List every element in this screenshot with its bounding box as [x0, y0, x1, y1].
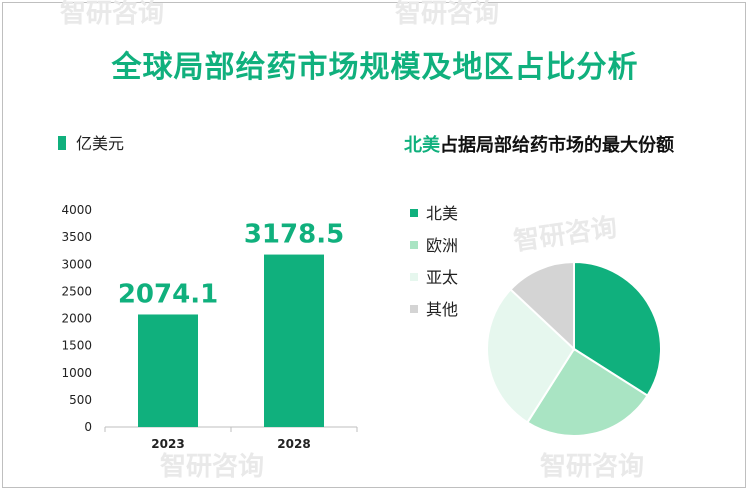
pie-legend-swatch — [410, 305, 418, 313]
bar-value-label: 3178.5 — [244, 220, 344, 250]
pie-legend-item: 欧洲 — [410, 235, 458, 267]
pie-title-rest: 占据局部给药市场的最大份额 — [440, 135, 674, 156]
x-tick-label: 2028 — [277, 437, 310, 451]
pie-title-highlight: 北美 — [404, 135, 440, 156]
watermark-text: 智研咨询 — [60, 0, 164, 29]
y-tick-label: 2000 — [61, 312, 92, 326]
bar — [264, 254, 324, 427]
pie-legend-item: 其他 — [410, 299, 458, 331]
pie-legend-swatch — [410, 209, 418, 217]
pie-legend-swatch — [410, 273, 418, 281]
bar-value-label: 2074.1 — [118, 279, 218, 309]
pie-title: 北美占据局部给药市场的最大份额 — [404, 131, 674, 157]
y-tick-label: 4000 — [61, 203, 92, 217]
chart-title: 全球局部给药市场规模及地区占比分析 — [111, 50, 639, 85]
y-tick-label: 2500 — [61, 284, 92, 298]
y-tick-label: 3000 — [61, 257, 92, 271]
watermark-text: 智研咨询 — [540, 451, 644, 482]
y-tick-label: 3500 — [61, 230, 92, 244]
y-tick-label: 500 — [69, 393, 92, 407]
pie-legend-label: 北美 — [426, 204, 459, 223]
pie-legend-label: 亚太 — [426, 268, 459, 287]
pie-slice — [509, 260, 575, 352]
x-tick-label: 2023 — [151, 437, 184, 451]
pie-legend-swatch — [410, 241, 418, 249]
pie-legend-item: 亚太 — [410, 267, 458, 299]
pie-legend-label: 欧洲 — [426, 236, 459, 255]
pie-legend: 北美 欧洲 亚太 其他 — [410, 203, 458, 331]
watermark-text: 智研咨询 — [160, 451, 264, 482]
y-tick-label: 1000 — [61, 366, 92, 380]
pie-legend-item: 北美 — [410, 203, 458, 235]
y-tick-label: 1500 — [61, 339, 92, 353]
bar — [138, 314, 198, 427]
pie-slice — [486, 288, 576, 424]
pie-slice — [526, 347, 649, 437]
bar-legend-label: 亿美元 — [76, 134, 125, 153]
watermark-text: 智研咨询 — [395, 0, 499, 29]
bar-legend-swatch — [58, 136, 66, 150]
pie-legend-label: 其他 — [426, 300, 459, 319]
y-tick-label: 0 — [84, 420, 92, 434]
bar-legend: 亿美元 — [58, 130, 124, 154]
